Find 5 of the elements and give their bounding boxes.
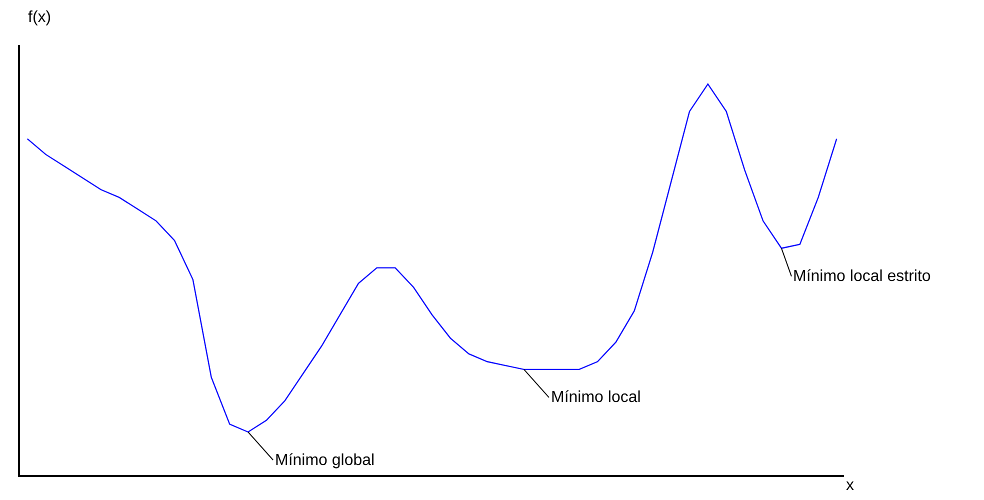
x-axis-title: x bbox=[846, 477, 854, 494]
annotation: Mínimo local estrito bbox=[793, 268, 931, 285]
y-axis-title: f(x) bbox=[28, 9, 52, 26]
annotation: Mínimo global bbox=[275, 452, 375, 469]
annotation: Mínimo local bbox=[551, 389, 641, 406]
